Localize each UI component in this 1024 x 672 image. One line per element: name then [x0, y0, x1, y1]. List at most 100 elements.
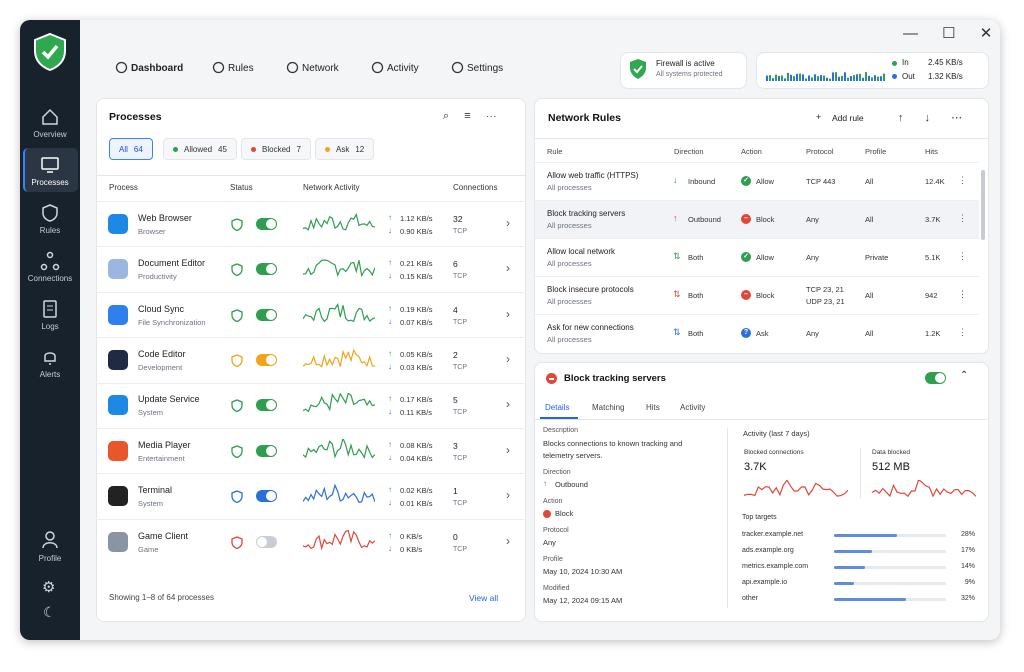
nav-item[interactable]: Rules [39, 226, 61, 235]
toolbar[interactable]: ⌕ ≡ ⋯ [443, 110, 497, 122]
download-rate: 0.04 KB/s [400, 453, 433, 463]
kebab[interactable]: ⋮ [958, 213, 967, 223]
nav-item[interactable]: Alerts [39, 370, 61, 379]
connections: 5 [453, 395, 458, 406]
row[interactable] [535, 314, 979, 353]
connections: 1 [453, 486, 458, 497]
protocol: TCP [453, 227, 467, 235]
protocol: TCP [453, 409, 467, 417]
column-header: Connections [453, 183, 498, 192]
target-share: 9% [964, 579, 975, 586]
arrow: ↑ [388, 530, 392, 540]
kebab[interactable]: ⋮ [958, 327, 967, 337]
action-icon: ✓ [741, 252, 751, 262]
arrow: ↑ [388, 439, 392, 449]
chevron[interactable]: › [506, 488, 510, 503]
nav-item[interactable]: Profile [38, 554, 62, 563]
field-label: Modified [543, 585, 570, 592]
row[interactable] [535, 200, 979, 239]
nav-item[interactable]: Processes [31, 178, 69, 187]
bar [834, 598, 906, 601]
window-controls[interactable]: — ☐ ✕ [903, 25, 993, 42]
process-name[interactable]: Document Editor [138, 258, 206, 269]
filter[interactable]: Ask 12 [315, 138, 375, 160]
row[interactable] [535, 276, 979, 315]
chevron[interactable]: › [506, 351, 510, 366]
sparkline [303, 348, 375, 368]
view-all[interactable]: View all [469, 593, 499, 603]
detail-tab[interactable]: Matching [592, 403, 625, 412]
connections: 4 [453, 304, 458, 315]
row-divider [96, 246, 526, 248]
divider [534, 419, 989, 420]
action-icon: ? [741, 328, 751, 338]
process-name[interactable]: Media Player [138, 439, 191, 450]
process-name[interactable]: Cloud Sync [138, 303, 185, 314]
process-name[interactable]: Game Client [138, 530, 189, 541]
row[interactable] [535, 238, 979, 277]
row-divider [96, 201, 526, 202]
tab[interactable]: Dashboard [131, 63, 184, 74]
toolbar[interactable]: ↑ ↓ ⋯ [898, 112, 963, 124]
tab[interactable]: Network [302, 63, 339, 74]
tab-icon [115, 61, 128, 74]
settings-icon[interactable]: ⚙ [42, 579, 56, 596]
kebab[interactable]: ⋮ [958, 289, 967, 299]
add-rule-label[interactable]: Add rule [832, 113, 864, 123]
chevron[interactable]: › [506, 533, 510, 548]
filter[interactable]: Blocked 7 [241, 138, 311, 160]
footer-text: Showing 1–8 of 64 processes [109, 593, 214, 602]
field-value: May 10, 2024 10:30 AM [543, 567, 623, 576]
arrow: ↑ [388, 485, 392, 495]
theme-icon[interactable]: ☾ [43, 604, 56, 620]
status-shield [231, 263, 243, 277]
download-rate: 0.01 KB/s [400, 499, 433, 509]
status-shield [231, 308, 243, 322]
process-name[interactable]: Code Editor [138, 348, 186, 359]
row[interactable] [535, 162, 979, 201]
tab-icon [286, 61, 299, 74]
tab[interactable]: Rules [228, 63, 254, 74]
filter[interactable]: All 64 [109, 138, 153, 160]
kebab[interactable]: ⋮ [958, 251, 967, 261]
chevron[interactable]: › [506, 306, 510, 321]
direction: Both [688, 329, 704, 338]
toggle-knob [266, 309, 276, 320]
sparkline [303, 529, 375, 551]
tab[interactable]: Settings [467, 63, 504, 74]
upload-rate: 0 KB/s [400, 531, 423, 541]
tab[interactable]: Activity [387, 63, 419, 74]
detail-title: Block tracking servers [564, 373, 666, 384]
process-name[interactable]: Update Service [138, 394, 200, 405]
filter[interactable]: Allowed 45 [163, 138, 237, 160]
chevron[interactable]: › [506, 442, 510, 457]
chevron[interactable]: › [506, 261, 510, 276]
process-name[interactable]: Web Browser [138, 212, 192, 223]
kebab[interactable]: ⋮ [958, 175, 967, 185]
stat-label: Data blocked [872, 449, 910, 456]
tab-icon [371, 61, 384, 74]
nav-item[interactable]: Connections [27, 274, 73, 283]
hits: 12.4K [925, 177, 945, 186]
add-rule[interactable]: + [816, 112, 822, 122]
detail-tab[interactable]: Hits [646, 403, 660, 412]
arrow: ↑ [388, 258, 392, 268]
detail-tab[interactable]: Details [545, 403, 570, 412]
process-category: Development [138, 362, 183, 372]
targets-title: Top targets [742, 514, 777, 521]
nav-item[interactable]: Overview [33, 130, 67, 139]
chevron[interactable]: › [506, 397, 510, 412]
collapse[interactable]: ⌃ [960, 370, 969, 381]
traffic-value: 1.32 KB/s [928, 72, 963, 81]
profile: All [865, 215, 874, 224]
status-shield [231, 535, 243, 549]
column-header: Status [230, 183, 253, 192]
nav-item[interactable]: Logs [41, 322, 59, 331]
chevron[interactable]: › [506, 215, 510, 230]
rule-name: Block insecure protocols [547, 285, 634, 294]
process-name[interactable]: Terminal [138, 485, 173, 496]
bar [834, 566, 866, 569]
filter-count: 45 [218, 144, 227, 154]
dot [173, 146, 178, 152]
detail-tab[interactable]: Activity [680, 403, 706, 412]
